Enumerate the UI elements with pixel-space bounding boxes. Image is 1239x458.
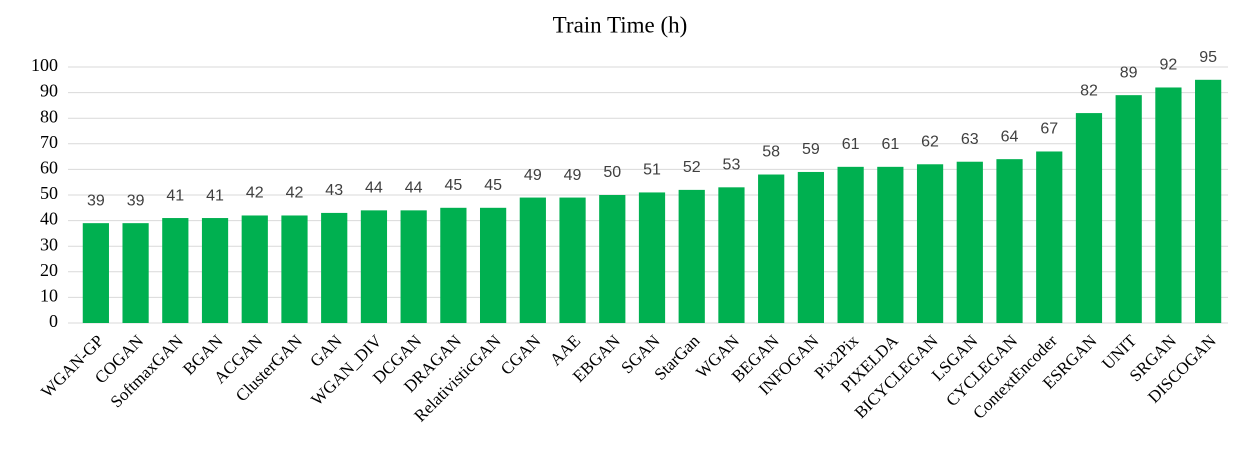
value-label: 41: [166, 187, 184, 204]
value-label: 42: [246, 185, 264, 202]
x-tick-label: WGAN-GP: [37, 331, 107, 401]
value-label: 53: [723, 157, 741, 174]
value-label: 43: [325, 182, 343, 199]
bar: [321, 212, 348, 323]
value-label: 45: [484, 177, 502, 194]
bar: [1155, 87, 1182, 323]
value-label: 52: [683, 159, 701, 176]
bar: [1036, 151, 1063, 323]
value-label: 49: [564, 167, 582, 184]
bar: [638, 192, 666, 323]
bar: [1075, 113, 1103, 323]
bar: [559, 197, 586, 323]
y-tick-label: 100: [31, 55, 58, 75]
bar: [201, 218, 229, 323]
value-label: 95: [1199, 49, 1217, 66]
value-label: 67: [1040, 121, 1058, 138]
bar: [479, 207, 507, 323]
y-tick-label: 80: [40, 106, 58, 126]
bar: [1195, 79, 1222, 323]
bar: [360, 210, 388, 323]
y-tick-label: 50: [40, 183, 58, 203]
bar: [162, 218, 189, 323]
y-tick-label: 20: [40, 260, 58, 280]
y-tick-label: 30: [40, 234, 58, 254]
bar: [718, 187, 745, 323]
y-tick-label: 90: [40, 81, 58, 101]
bar: [440, 207, 467, 323]
value-label: 61: [881, 136, 899, 153]
value-label: 44: [405, 180, 423, 197]
value-label: 82: [1080, 82, 1098, 99]
bar: [1115, 95, 1142, 323]
bar: [519, 197, 546, 323]
bar: [758, 174, 785, 323]
x-tick-label: StarGan: [650, 331, 703, 384]
bar: [996, 159, 1023, 323]
y-tick-label: 60: [40, 158, 58, 178]
bar: [797, 171, 825, 323]
bar: [837, 166, 864, 323]
value-label: 92: [1160, 57, 1178, 74]
bar: [916, 164, 944, 323]
bar: [400, 210, 427, 323]
bar: [956, 161, 983, 323]
bar: [82, 223, 109, 323]
bar: [122, 223, 149, 323]
y-tick-label: 10: [40, 286, 58, 306]
value-label: 39: [127, 192, 145, 209]
y-tick-label: 70: [40, 132, 58, 152]
value-label: 61: [842, 136, 860, 153]
value-label: 45: [444, 177, 462, 194]
value-label: 49: [524, 167, 542, 184]
value-label: 44: [365, 180, 383, 197]
value-label: 58: [762, 144, 780, 161]
value-label: 39: [87, 192, 105, 209]
bar: [241, 215, 268, 323]
y-tick-label: 0: [49, 311, 58, 331]
chart-title: Train Time (h): [553, 12, 688, 37]
bar: [599, 195, 626, 323]
value-label: 41: [206, 187, 224, 204]
value-label: 63: [961, 131, 979, 148]
value-label: 59: [802, 141, 820, 158]
value-label: 62: [921, 133, 939, 150]
value-label: 64: [1001, 128, 1019, 145]
value-label: 50: [603, 164, 621, 181]
y-tick-label: 40: [40, 209, 58, 229]
value-label: 89: [1120, 64, 1138, 81]
bar: [877, 166, 904, 323]
value-label: 51: [643, 162, 661, 179]
bar: [678, 189, 705, 323]
value-label: 42: [286, 185, 304, 202]
bar: [281, 215, 308, 323]
x-tick-label: CGAN: [497, 331, 544, 378]
